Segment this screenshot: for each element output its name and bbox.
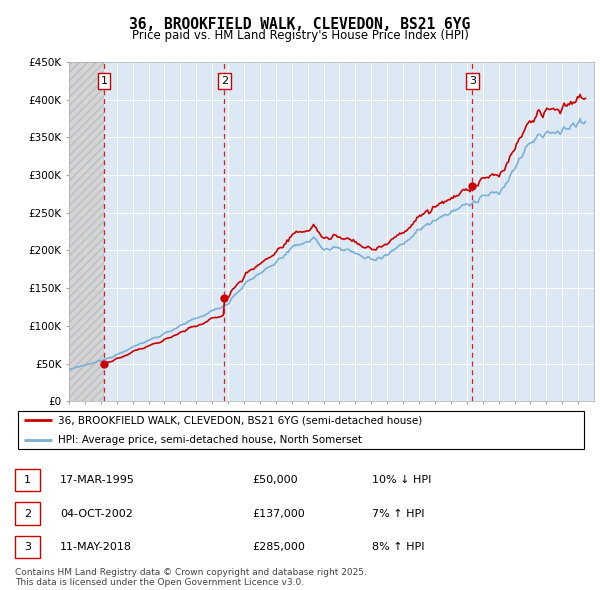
- Text: 2: 2: [24, 509, 31, 519]
- Text: £285,000: £285,000: [252, 542, 305, 552]
- Text: HPI: Average price, semi-detached house, North Somerset: HPI: Average price, semi-detached house,…: [58, 435, 362, 445]
- Text: Price paid vs. HM Land Registry's House Price Index (HPI): Price paid vs. HM Land Registry's House …: [131, 30, 469, 42]
- Text: 7% ↑ HPI: 7% ↑ HPI: [372, 509, 425, 519]
- Bar: [69, 62, 104, 401]
- Text: £50,000: £50,000: [252, 475, 298, 485]
- Text: £137,000: £137,000: [252, 509, 305, 519]
- Text: 3: 3: [469, 76, 476, 86]
- Text: 1: 1: [24, 475, 31, 485]
- Text: 36, BROOKFIELD WALK, CLEVEDON, BS21 6YG (semi-detached house): 36, BROOKFIELD WALK, CLEVEDON, BS21 6YG …: [58, 415, 422, 425]
- FancyBboxPatch shape: [18, 411, 584, 449]
- Text: 10% ↓ HPI: 10% ↓ HPI: [372, 475, 431, 485]
- Text: 8% ↑ HPI: 8% ↑ HPI: [372, 542, 425, 552]
- Text: 04-OCT-2002: 04-OCT-2002: [60, 509, 133, 519]
- Text: 17-MAR-1995: 17-MAR-1995: [60, 475, 135, 485]
- Text: 2: 2: [221, 76, 228, 86]
- Text: 11-MAY-2018: 11-MAY-2018: [60, 542, 132, 552]
- Text: Contains HM Land Registry data © Crown copyright and database right 2025.
This d: Contains HM Land Registry data © Crown c…: [15, 568, 367, 587]
- Text: 3: 3: [24, 542, 31, 552]
- Text: 36, BROOKFIELD WALK, CLEVEDON, BS21 6YG: 36, BROOKFIELD WALK, CLEVEDON, BS21 6YG: [130, 17, 470, 31]
- Text: 1: 1: [101, 76, 107, 86]
